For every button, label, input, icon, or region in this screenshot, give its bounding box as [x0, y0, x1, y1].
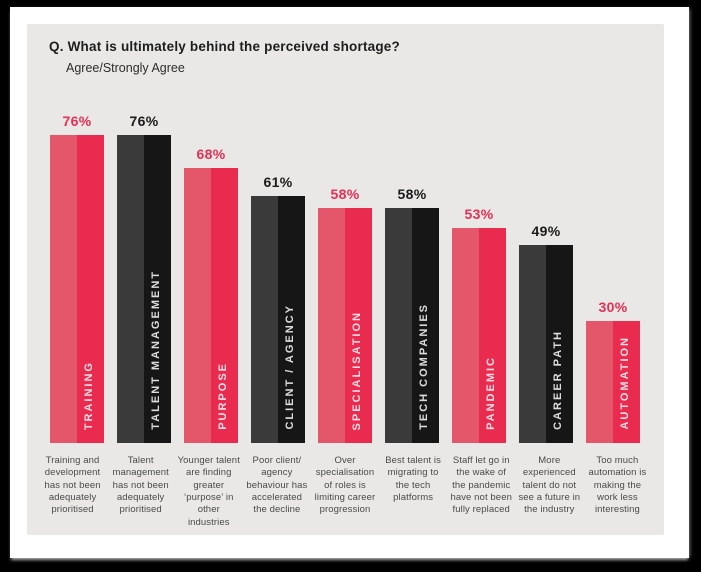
- bar-caption: Best talent is migrating to the tech pla…: [385, 455, 441, 504]
- chart-subtitle: Agree/Strongly Agree: [66, 61, 185, 75]
- bar-column: 68% PURPOSE: [184, 146, 238, 443]
- bar-category-label: TALENT MANAGEMENT: [150, 270, 162, 430]
- bar-caption: Too much automation is making the work l…: [588, 455, 647, 516]
- bar-caption: Training and development has not been ad…: [44, 455, 101, 516]
- bar-captions: Training and development has not been ad…: [40, 455, 650, 529]
- bar-column: 58% SPECIALISATION: [318, 186, 372, 443]
- bar-value-label: 49%: [531, 223, 561, 239]
- bar-value-label: 58%: [330, 186, 360, 202]
- bar-category-label: PURPOSE: [217, 362, 229, 430]
- chart-title: Q. What is ultimately behind the perceiv…: [49, 39, 400, 54]
- bar-caption: Younger talent are finding greater ‘purp…: [177, 455, 240, 528]
- bar: SPECIALISATION: [318, 208, 372, 443]
- bar-value-label: 61%: [263, 174, 293, 190]
- bar-value-label: 53%: [464, 206, 494, 222]
- bar-column: 76% TRAINING: [50, 113, 104, 443]
- bar: CLIENT / AGENCY: [251, 196, 305, 443]
- bar-category-label: PANDEMIC: [485, 356, 497, 430]
- bar: PURPOSE: [184, 168, 238, 443]
- bar-column: 53% PANDEMIC: [452, 206, 506, 443]
- bar: AUTOMATION: [586, 321, 640, 443]
- bar-chart: 76% TRAINING 76% TALENT MANAGEMENT 68% P…: [50, 24, 640, 443]
- bar-column: 30% AUTOMATION: [586, 299, 640, 443]
- bar-value-label: 68%: [196, 146, 226, 162]
- bar-column: 61% CLIENT / AGENCY: [251, 174, 305, 443]
- bar-column: 76% TALENT MANAGEMENT: [117, 113, 171, 443]
- bar: TECH COMPANIES: [385, 208, 439, 443]
- bar-category-label: TRAINING: [83, 360, 95, 430]
- bar-value-label: 30%: [598, 299, 628, 315]
- slide-page: Q. What is ultimately behind the perceiv…: [10, 7, 689, 558]
- bar-category-label: SPECIALISATION: [351, 310, 363, 430]
- bar: PANDEMIC: [452, 228, 506, 443]
- bar: TRAINING: [50, 135, 104, 443]
- bar-value-label: 76%: [62, 113, 92, 129]
- bar-category-label: TECH COMPANIES: [418, 303, 430, 430]
- bar-column: 58% TECH COMPANIES: [385, 186, 439, 443]
- bar-caption: More experienced talent do not see a fut…: [518, 455, 581, 516]
- bar-caption: Talent management has not been adequatel…: [112, 455, 169, 516]
- bar-category-label: CLIENT / AGENCY: [284, 304, 296, 430]
- bar-caption: Staff let go in the wake of the pandemic…: [450, 455, 512, 516]
- bar-category-label: AUTOMATION: [619, 336, 631, 430]
- chart-header: Q. What is ultimately behind the perceiv…: [27, 24, 664, 75]
- chart-card: Q. What is ultimately behind the perceiv…: [27, 24, 664, 535]
- bar: CAREER PATH: [519, 245, 573, 443]
- bar-column: 49% CAREER PATH: [519, 223, 573, 443]
- bar-value-label: 76%: [129, 113, 159, 129]
- bar-caption: Over specialisation of roles is limiting…: [314, 455, 376, 516]
- bar-caption: Poor client/ agency behaviour has accele…: [246, 455, 308, 516]
- bar-category-label: CAREER PATH: [552, 330, 564, 430]
- bar-value-label: 58%: [397, 186, 427, 202]
- bar: TALENT MANAGEMENT: [117, 135, 171, 443]
